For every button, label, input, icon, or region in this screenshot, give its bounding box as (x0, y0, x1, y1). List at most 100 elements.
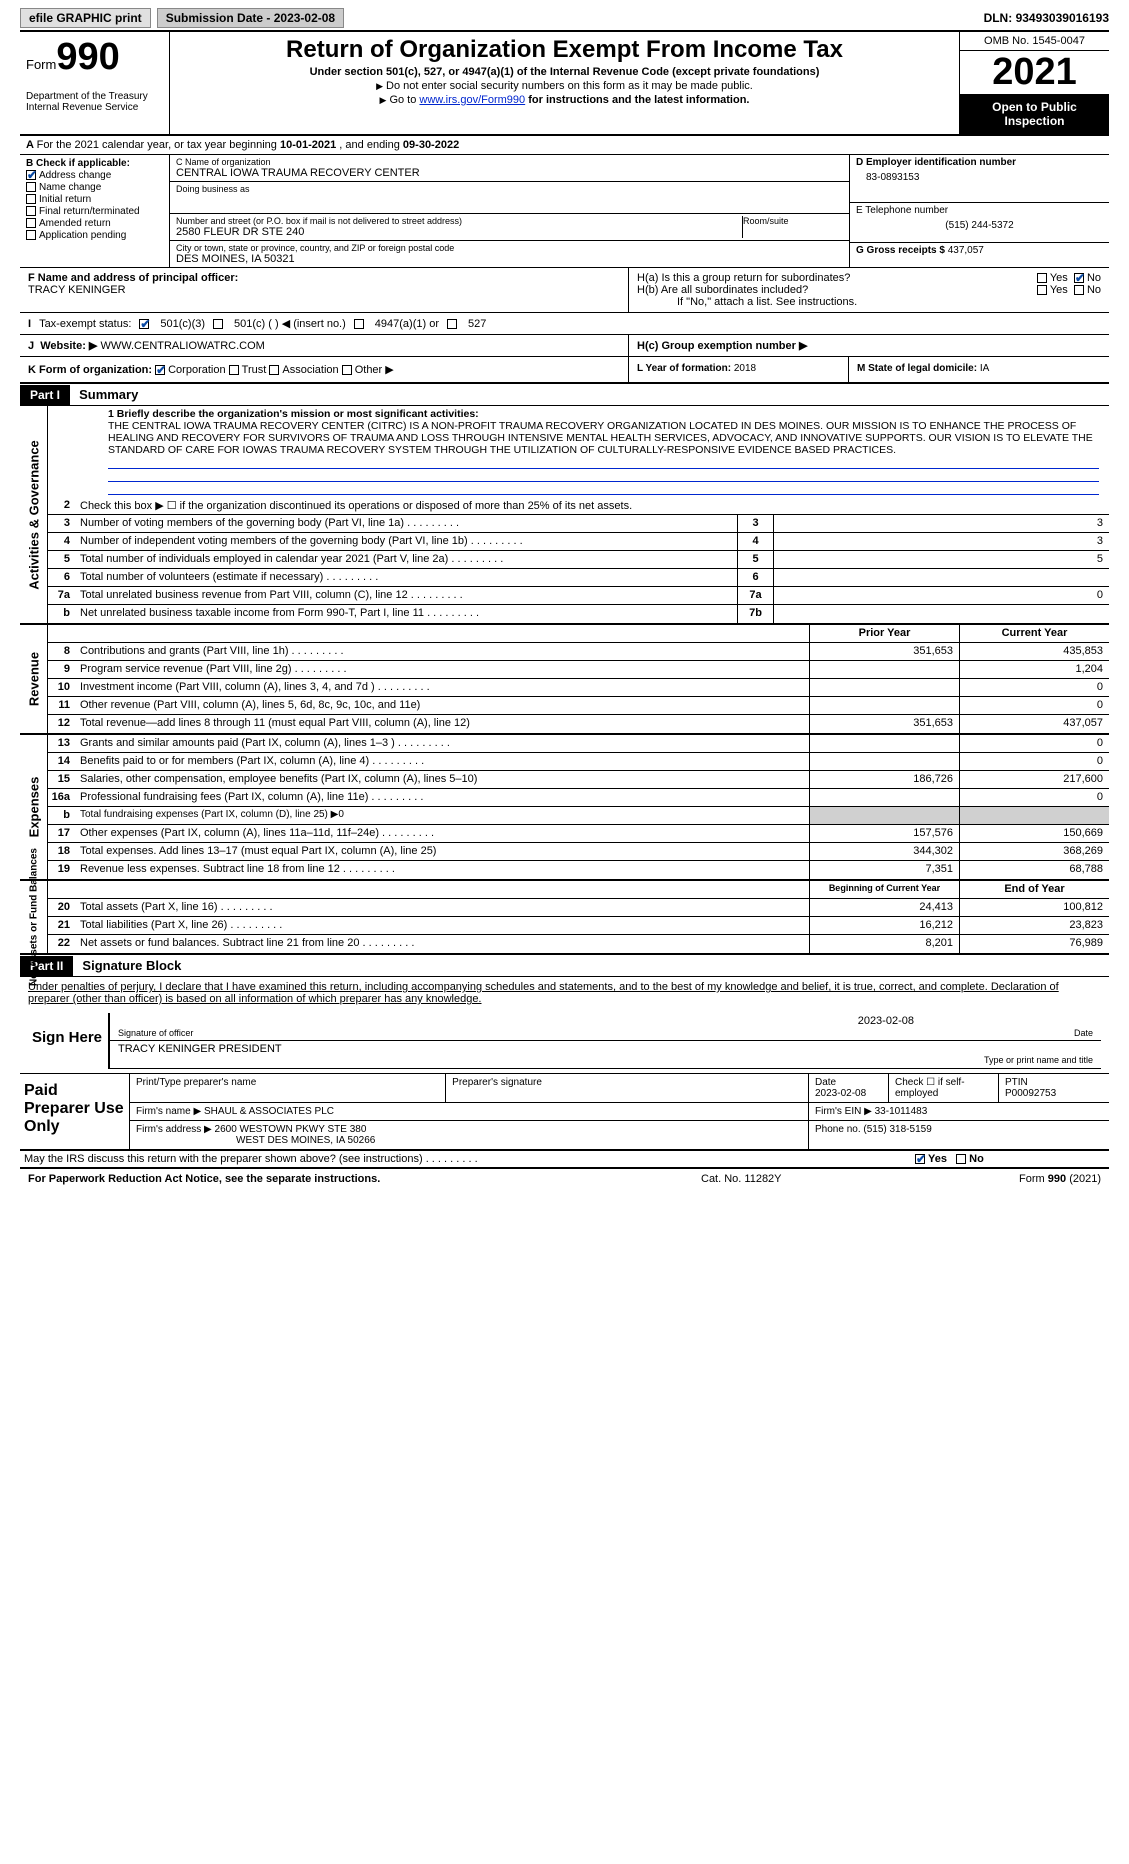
sig-name: TRACY KENINGER PRESIDENT (118, 1043, 1093, 1055)
l3: Number of voting members of the governin… (76, 515, 737, 532)
hb-yes[interactable] (1037, 285, 1047, 295)
sig-officer-lbl: Signature of officer (118, 1028, 193, 1038)
l7a-val: 0 (773, 587, 1109, 604)
l10-p (809, 679, 959, 696)
prep-h0: Print/Type preparer's name (130, 1074, 446, 1102)
l6: Total number of volunteers (estimate if … (76, 569, 737, 586)
j-lbl: Website: ▶ (40, 340, 97, 352)
l5-val: 5 (773, 551, 1109, 568)
c-street-lbl: Number and street (or P.O. box if mail i… (176, 216, 742, 226)
c-dba-lbl: Doing business as (176, 184, 843, 194)
foot-m: Cat. No. 11282Y (701, 1173, 901, 1185)
efile-btn[interactable]: efile GRAPHIC print (20, 8, 151, 28)
l11-c: 0 (959, 697, 1109, 714)
chk-address[interactable] (26, 170, 36, 180)
col-b: B Check if applicable: Address change Na… (20, 155, 170, 267)
f-lbl: F Name and address of principal officer: (28, 272, 238, 284)
l9-p (809, 661, 959, 678)
i-501c[interactable] (213, 319, 223, 329)
row-k: K Form of organization: Corporation Trus… (20, 357, 1109, 384)
l18-c: 368,269 (959, 843, 1109, 860)
chk-initial[interactable] (26, 194, 36, 204)
sign-here: Sign Here (28, 1013, 108, 1069)
prep-side: Paid Preparer Use Only (20, 1074, 130, 1149)
i-527[interactable] (447, 319, 457, 329)
e-lbl: E Telephone number (856, 205, 948, 216)
prep-h1: Preparer's signature (446, 1074, 809, 1102)
c-room-lbl: Room/suite (743, 216, 843, 226)
l12-c: 437,057 (959, 715, 1109, 733)
form-header: Form990 Department of the Treasury Inter… (20, 32, 1109, 136)
chk-app[interactable] (26, 230, 36, 240)
form-number: 990 (56, 36, 119, 78)
discuss-yes[interactable] (915, 1154, 925, 1164)
l7b-val (773, 605, 1109, 623)
l16b-p (809, 807, 959, 824)
l16a-c: 0 (959, 789, 1109, 806)
l19: Revenue less expenses. Subtract line 18 … (76, 861, 809, 879)
ha-lbl: H(a) Is this a group return for subordin… (637, 272, 850, 284)
l16a: Professional fundraising fees (Part IX, … (76, 789, 809, 806)
hdr-begin: Beginning of Current Year (809, 881, 959, 898)
k-assoc[interactable] (269, 365, 279, 375)
chk-name[interactable] (26, 182, 36, 192)
l20-p: 24,413 (809, 899, 959, 916)
l3-val: 3 (773, 515, 1109, 532)
discuss: May the IRS discuss this return with the… (20, 1151, 909, 1167)
l14-p (809, 753, 959, 770)
sec-governance: Activities & Governance 1 Briefly descri… (20, 406, 1109, 625)
prep-ein: 33-1011483 (875, 1106, 928, 1117)
l6-val (773, 569, 1109, 586)
dln: DLN: 93493039016193 (984, 11, 1109, 25)
l9-c: 1,204 (959, 661, 1109, 678)
k-lbl: K Form of organization: (28, 364, 152, 376)
mission-text: THE CENTRAL IOWA TRAUMA RECOVERY CENTER … (108, 420, 1099, 456)
submission-btn[interactable]: Submission Date - 2023-02-08 (157, 8, 344, 28)
note-ssn: Do not enter social security numbers on … (180, 80, 949, 92)
side-gov: Activities & Governance (26, 440, 41, 590)
l8-p: 351,653 (809, 643, 959, 660)
c-city-lbl: City or town, state or province, country… (176, 243, 843, 253)
form-title: Return of Organization Exempt From Incom… (180, 36, 949, 64)
ha-yes[interactable] (1037, 273, 1047, 283)
d-lbl: D Employer identification number (856, 157, 1016, 168)
m-val: IA (980, 363, 989, 374)
l8-c: 435,853 (959, 643, 1109, 660)
hb-lbl: H(b) Are all subordinates included? (637, 284, 808, 296)
i-4947[interactable] (354, 319, 364, 329)
i-lbl: Tax-exempt status: (39, 318, 131, 330)
hdr-prior: Prior Year (809, 625, 959, 642)
k-trust[interactable] (229, 365, 239, 375)
chk-amended[interactable] (26, 218, 36, 228)
f-val: TRACY KENINGER (28, 284, 620, 296)
row-i: I Tax-exempt status: 501(c)(3) 501(c) ( … (20, 313, 1109, 335)
prep-addr1: 2600 WESTOWN PKWY STE 380 (215, 1124, 367, 1135)
l18: Total expenses. Add lines 13–17 (must eq… (76, 843, 809, 860)
l17-c: 150,669 (959, 825, 1109, 842)
l11-p (809, 697, 959, 714)
signature: Under penalties of perjury, I declare th… (20, 977, 1109, 1073)
c-city: DES MOINES, IA 50321 (176, 253, 843, 265)
hc-lbl: H(c) Group exemption number ▶ (637, 340, 807, 352)
c-street: 2580 FLEUR DR STE 240 (176, 226, 742, 238)
row-fh: F Name and address of principal officer:… (20, 268, 1109, 313)
part1-hdr: Part I Summary (20, 384, 1109, 406)
discuss-no[interactable] (956, 1154, 966, 1164)
h-note: If "No," attach a list. See instructions… (637, 296, 1101, 308)
irs-link[interactable]: www.irs.gov/Form990 (419, 94, 525, 106)
prep-ptin: P00092753 (1005, 1088, 1056, 1099)
omb: OMB No. 1545-0047 (960, 32, 1109, 51)
footer: For Paperwork Reduction Act Notice, see … (20, 1169, 1109, 1189)
l22-c: 76,989 (959, 935, 1109, 953)
hb-no[interactable] (1074, 285, 1084, 295)
l14: Benefits paid to or for members (Part IX… (76, 753, 809, 770)
k-corp[interactable] (155, 365, 165, 375)
hdr-curr: Current Year (959, 625, 1109, 642)
i-501c3[interactable] (139, 319, 149, 329)
ha-no[interactable] (1074, 273, 1084, 283)
sec-netassets: Net Assets or Fund Balances Beginning of… (20, 881, 1109, 955)
k-other[interactable] (342, 365, 352, 375)
l7a: Total unrelated business revenue from Pa… (76, 587, 737, 604)
l15-p: 186,726 (809, 771, 959, 788)
chk-final[interactable] (26, 206, 36, 216)
